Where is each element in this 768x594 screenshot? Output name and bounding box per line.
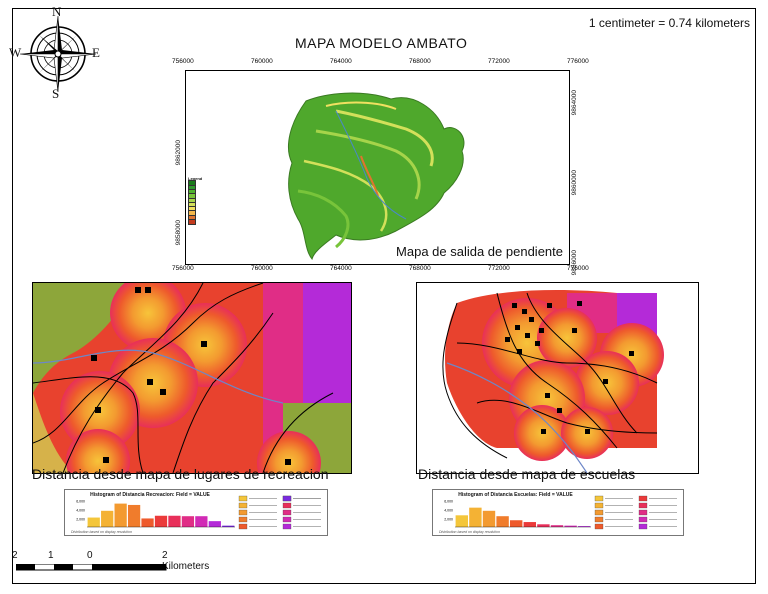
histogram-bar (455, 515, 468, 527)
compass-rose-icon (19, 15, 97, 93)
histogram-legend-swatch (238, 509, 248, 516)
x-tick-bottom: 776000 (567, 265, 589, 272)
schools-caption: Distancia desde mapa de escuelas (418, 466, 636, 482)
x-tick-top: 764000 (330, 58, 352, 65)
histogram-bar (141, 518, 154, 527)
slope-map-panel: Legend Mapa de salida de pendiente (185, 70, 570, 265)
scale-label-1: 1 (48, 550, 54, 561)
schools-histogram-footer: Distribution based on display resolution (439, 530, 500, 534)
y-tick-left: 9858000 (175, 220, 182, 246)
histogram-bar (87, 517, 100, 527)
histogram-bar (496, 516, 509, 527)
histogram-y-tick: 6,000 (76, 500, 85, 504)
recreation-histogram: Histogram of Distancia Recreacion: Field… (64, 489, 328, 536)
x-tick-top: 772000 (488, 58, 510, 65)
histogram-legend-swatch (282, 495, 292, 502)
recreation-histogram-footer: Distribution based on display resolution (71, 530, 132, 534)
y-tick-right: 9860000 (571, 170, 578, 196)
schools-histogram: Histogram of Distancia Escuelas: Field =… (432, 489, 684, 536)
histogram-legend-swatch (638, 509, 648, 516)
schools-distance-image (417, 283, 698, 473)
histogram-bar (127, 504, 141, 527)
histogram-bar (195, 516, 208, 527)
x-tick-bottom: 760000 (251, 265, 273, 272)
map-frame (12, 8, 756, 584)
x-tick-bottom: 772000 (488, 265, 510, 272)
legend-swatch (188, 219, 196, 225)
x-tick-top: 760000 (251, 58, 273, 65)
histogram-legend-swatch (238, 495, 248, 502)
y-tick-right: 9856000 (571, 250, 578, 276)
schools-histogram-chart: 6,000 4,000 2,000 (444, 495, 677, 530)
histogram-bar (578, 526, 591, 527)
histogram-y-tick: 4,000 (76, 509, 85, 513)
compass-w-label: W (9, 45, 22, 60)
x-tick-bottom: 756000 (172, 265, 194, 272)
histogram-y-tick: 6,000 (444, 500, 453, 504)
legend-title: Legend (188, 176, 203, 181)
histogram-legend-swatch (638, 502, 648, 509)
histogram-y-tick: 4,000 (444, 509, 453, 513)
histogram-legend-swatch (238, 523, 248, 530)
recreation-distance-panel (32, 282, 352, 474)
x-tick-bottom: 768000 (409, 265, 431, 272)
scale-bar-graphic (16, 564, 167, 571)
histogram-legend-swatch (638, 495, 648, 502)
histogram-bar (181, 516, 195, 527)
histogram-bar (168, 515, 181, 527)
legend-entry (188, 219, 244, 225)
histogram-bar (523, 522, 536, 527)
x-tick-top: 776000 (567, 58, 589, 65)
histogram-bar (510, 520, 523, 527)
scale-label-0: 0 (87, 550, 93, 561)
compass-n-label: N (52, 4, 62, 19)
histogram-legend-swatch (238, 502, 248, 509)
compass-s-label: S (52, 86, 60, 101)
histogram-bar (154, 515, 168, 527)
scale-label-2km: 2 Kilometers (162, 550, 210, 572)
compass-e-label: E (92, 45, 100, 60)
histogram-legend-swatch (282, 509, 292, 516)
histogram-bar (482, 510, 496, 527)
map-title: MAPA MODELO AMBATO (295, 35, 468, 51)
histogram-legend-swatch (282, 516, 292, 523)
recreation-histogram-title: Histogram of Distancia Recreacion: Field… (90, 492, 210, 498)
histogram-y-tick: 2,000 (444, 518, 453, 522)
schools-histogram-title: Histogram of Distancia Escuelas: Field =… (458, 492, 573, 498)
recreation-caption: Distancia desde mapa de lugares de recre… (32, 466, 329, 482)
x-tick-top: 768000 (409, 58, 431, 65)
histogram-bar (222, 525, 235, 527)
histogram-legend-swatch (594, 509, 604, 516)
histogram-bar (550, 525, 564, 527)
histogram-legend-swatch (594, 502, 604, 509)
y-tick-right: 9864000 (571, 90, 578, 116)
recreation-histogram-chart: 6,000 4,000 2,000 (76, 495, 321, 530)
recreation-distance-image (33, 283, 351, 473)
slope-map-image (288, 92, 465, 261)
histogram-bar (208, 521, 221, 527)
histogram-legend-swatch (238, 516, 248, 523)
histogram-bar (564, 525, 577, 527)
histogram-legend-swatch (282, 523, 292, 530)
histogram-bar (101, 510, 114, 527)
histogram-legend-swatch (638, 516, 648, 523)
histogram-legend-swatch (594, 523, 604, 530)
histogram-legend-swatch (594, 516, 604, 523)
scale-label-2: 2 (12, 550, 18, 561)
histogram-bar (114, 503, 127, 527)
histogram-y-tick: 2,000 (76, 518, 85, 522)
x-tick-bottom: 764000 (330, 265, 352, 272)
histogram-legend-swatch (282, 502, 292, 509)
y-tick-left: 9862000 (175, 140, 182, 166)
slope-map-caption: Mapa de salida de pendiente (396, 244, 563, 259)
histogram-bar (537, 524, 550, 527)
slope-legend: Legend (188, 176, 244, 225)
x-tick-top: 756000 (172, 58, 194, 65)
histogram-legend-swatch (594, 495, 604, 502)
histogram-legend-swatch (638, 523, 648, 530)
schools-distance-panel (416, 282, 699, 474)
histogram-bar (469, 507, 482, 527)
scale-note: 1 centimeter = 0.74 kilometers (588, 16, 750, 30)
